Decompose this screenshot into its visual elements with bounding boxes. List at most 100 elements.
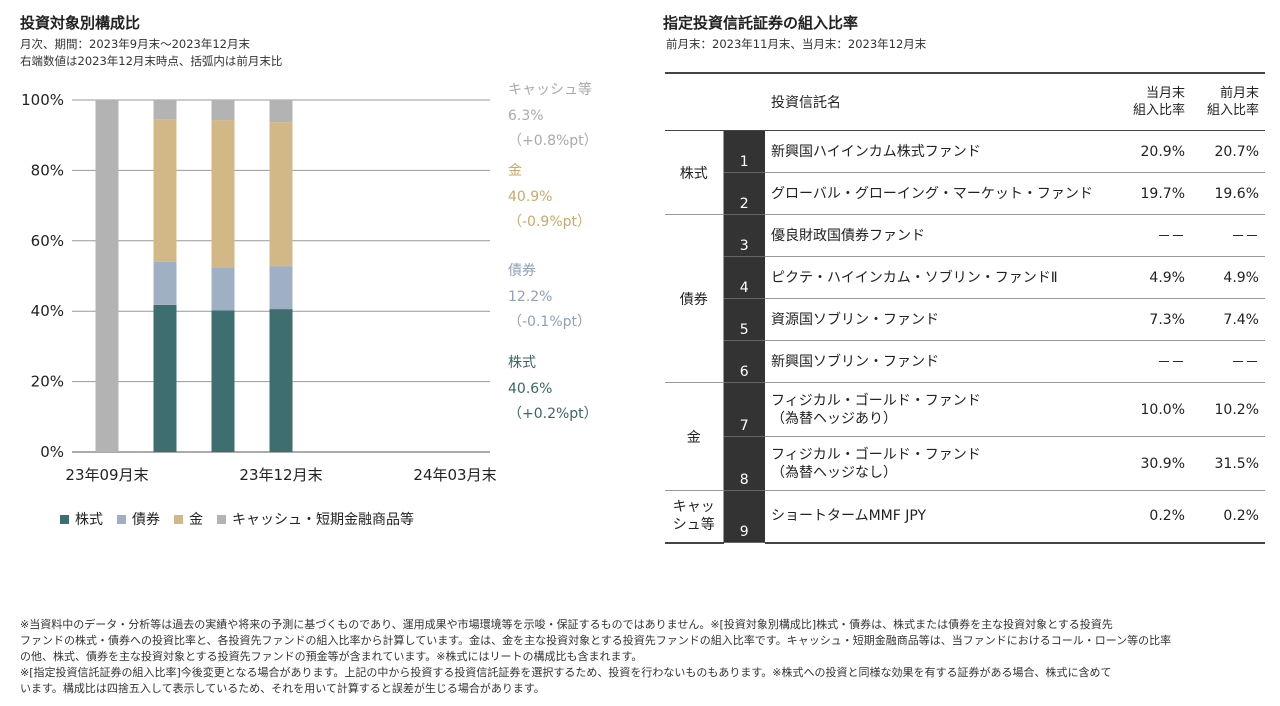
- previous-ratio: －－: [1191, 340, 1265, 383]
- header-number: [723, 72, 765, 131]
- chart-title: 投資対象別構成比: [20, 14, 141, 32]
- fund-name: 新興国ハイインカム株式ファンド: [765, 130, 1117, 173]
- previous-ratio: 10.2%: [1191, 382, 1265, 437]
- fund-name: ショートタームMMF JPY: [765, 490, 1117, 544]
- previous-ratio: 0.2%: [1191, 490, 1265, 544]
- bar-segment: [153, 261, 177, 305]
- y-tick-label: 100%: [21, 91, 64, 109]
- right-label: 債券 12.2% （-0.1%pt）: [508, 263, 591, 330]
- fund-name: フィジカル・ゴールド・ファンド （為替ヘッジあり）: [765, 382, 1117, 437]
- x-tick-label: 23年09月末: [65, 466, 148, 484]
- bar-segment: [153, 304, 177, 452]
- table-row: 債券 3 優良財政国債券ファンド －－ －－: [665, 214, 1265, 383]
- bar-segment: [269, 266, 293, 310]
- current-ratio: －－: [1117, 340, 1191, 383]
- fund-name: ピクテ・ハイインカム・ソブリン・ファンドⅡ: [765, 256, 1117, 299]
- right-label: 株式 40.6% （+0.2%pt）: [508, 355, 598, 422]
- bar-segment: [269, 309, 293, 452]
- chart-subtitle-note: 右端数値は2023年12月末時点、括弧内は前月末比: [20, 54, 283, 68]
- x-tick-label: 23年12月末: [239, 466, 322, 484]
- right-label: 金 40.9% （-0.9%pt）: [508, 163, 591, 230]
- fund-name: フィジカル・ゴールド・ファンド （為替ヘッジなし）: [765, 436, 1117, 491]
- header-fund-name: 投資信託名: [765, 72, 1117, 131]
- previous-ratio: 19.6%: [1191, 172, 1265, 215]
- table-row: 株式 1 新興国ハイインカム株式ファンド 20.9% 20.7%: [665, 130, 1265, 215]
- legend-label: 株式: [75, 512, 103, 528]
- fund-name: グローバル・グローイング・マーケット・ファンド: [765, 172, 1117, 215]
- footnote-line: ※当資料中のデータ・分析等は過去の実績や将来の予測に基づくものであり、運用成果や…: [20, 618, 1113, 631]
- y-tick-label: 40%: [31, 302, 64, 320]
- table-title: 指定投資信託証券の組入比率: [663, 14, 859, 32]
- chart-subtitle-period: 月次、期間：2023年9月末～2023年12月末: [20, 37, 250, 51]
- table-row: 8 フィジカル・ゴールド・ファンド （為替ヘッジなし） 30.9% 31.5%: [665, 436, 1265, 491]
- fund-name: 優良財政国債券ファンド: [765, 214, 1117, 257]
- legend-label: キャッシュ・短期金融商品等: [232, 512, 414, 528]
- fund-name: 新興国ソブリン・ファンド: [765, 340, 1117, 383]
- y-tick-label: 20%: [31, 373, 64, 391]
- y-tick-label: 80%: [31, 161, 64, 179]
- current-ratio: 30.9%: [1117, 436, 1191, 491]
- current-ratio: 0.2%: [1117, 490, 1191, 544]
- bar-segment: [95, 100, 119, 452]
- footnote: ※当資料中のデータ・分析等は過去の実績や将来の予測に基づくものであり、運用成果や…: [20, 617, 1260, 697]
- footnote-line: ※[指定投資信託証券の組入比率]今後変更となる場合があります。上記の中から投資す…: [20, 666, 1112, 679]
- row-number: 1: [723, 130, 765, 173]
- current-ratio: 7.3%: [1117, 298, 1191, 341]
- table-row: 金 7 フィジカル・ゴールド・ファンド （為替ヘッジあり） 10.0% 10.2%: [665, 382, 1265, 491]
- right-label: キャッシュ等 6.3% （+0.8%pt）: [508, 82, 598, 149]
- bar-segment: [269, 100, 293, 123]
- category-cell: 債券: [665, 214, 724, 383]
- table-row: 5 資源国ソブリン・ファンド 7.3% 7.4%: [665, 298, 1265, 341]
- current-ratio: －－: [1117, 214, 1191, 257]
- bar-segment: [211, 310, 235, 452]
- y-tick-label: 0%: [40, 443, 64, 461]
- legend-label: 金: [189, 512, 203, 528]
- bar-segment: [211, 120, 235, 268]
- header-current-ratio: 当月末 組入比率: [1117, 72, 1191, 131]
- bar-segment: [153, 119, 177, 262]
- previous-ratio: －－: [1191, 214, 1265, 257]
- fund-name: 資源国ソブリン・ファンド: [765, 298, 1117, 341]
- row-number: 5: [723, 298, 765, 341]
- row-number: 2: [723, 172, 765, 215]
- row-number: 9: [723, 490, 765, 543]
- legend-item: 金: [174, 509, 203, 529]
- previous-ratio: 4.9%: [1191, 256, 1265, 299]
- holdings-table: 投資信託名 当月末 組入比率 前月末 組入比率 株式 1 新興国ハイインカム株式ファンド…: [665, 72, 1265, 544]
- legend-swatch: [60, 514, 69, 524]
- table-row: 4 ピクテ・ハイインカム・ソブリン・ファンドⅡ 4.9% 4.9%: [665, 256, 1265, 299]
- legend-label: 債券: [132, 512, 160, 528]
- bar-segment: [153, 100, 177, 120]
- y-tick-label: 60%: [31, 232, 64, 250]
- table-row: 6 新興国ソブリン・ファンド －－ －－: [665, 340, 1265, 383]
- footnote-line: います。構成比は四捨五入して表示しているため、それを用いて計算すると誤差が生じる…: [20, 682, 545, 695]
- allocation-chart: 0% 20% 40% 60% 80% 100% 23年09月末 23年12月末 24年03月末: [21, 91, 496, 484]
- table-row: 2 グローバル・グローイング・マーケット・ファンド 19.7% 19.6%: [665, 172, 1265, 215]
- legend-item: 株式: [60, 509, 103, 529]
- table-subtitle: 前月末：2023年11月末、当月末：2023年12月末: [666, 37, 927, 51]
- legend-swatch: [117, 514, 126, 524]
- previous-ratio: 7.4%: [1191, 298, 1265, 341]
- previous-ratio: 31.5%: [1191, 436, 1265, 491]
- table-header-row: 投資信託名 当月末 組入比率 前月末 組入比率: [665, 72, 1265, 131]
- bar-segment: [211, 267, 235, 311]
- row-number: 3: [723, 214, 765, 257]
- current-ratio: 4.9%: [1117, 256, 1191, 299]
- current-ratio: 10.0%: [1117, 382, 1191, 437]
- table-row: キャッ シュ等 9 ショートタームMMF JPY 0.2% 0.2%: [665, 490, 1265, 544]
- header-previous-ratio: 前月末 組入比率: [1191, 72, 1265, 131]
- bar-segment: [211, 100, 235, 121]
- row-number: 8: [723, 436, 765, 491]
- x-tick-label: 24年03月末: [413, 466, 496, 484]
- category-cell: 金: [665, 382, 724, 491]
- legend-item: キャッシュ・短期金融商品等: [217, 509, 414, 529]
- bar-segment: [269, 122, 293, 267]
- row-number: 7: [723, 382, 765, 437]
- row-number: 6: [723, 340, 765, 383]
- footnote-line: の他、株式、債券を主な投資対象とする投資先ファンドの預金等が含まれています。※株…: [20, 650, 643, 663]
- category-cell: 株式: [665, 130, 724, 215]
- previous-ratio: 20.7%: [1191, 130, 1265, 173]
- header-category: [665, 72, 723, 131]
- chart-legend: 株式 債券 金 キャッシュ・短期金融商品等: [60, 509, 414, 529]
- current-ratio: 19.7%: [1117, 172, 1191, 215]
